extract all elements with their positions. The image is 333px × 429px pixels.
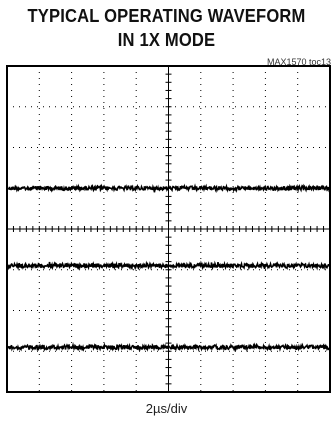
x-scale-label: 2µs/div: [145, 401, 188, 416]
plot-frame: [6, 65, 331, 393]
trace-3: [7, 342, 330, 353]
traces: [7, 183, 330, 353]
figure-id-label: MAX1570 toc13: [266, 57, 331, 67]
chart-title-line2: IN 1X MODE: [117, 30, 216, 50]
grid: [7, 66, 330, 392]
chart-title-line1: TYPICAL OPERATING WAVEFORM: [27, 6, 306, 26]
trace-2: [7, 260, 330, 271]
trace-1: [7, 183, 330, 194]
